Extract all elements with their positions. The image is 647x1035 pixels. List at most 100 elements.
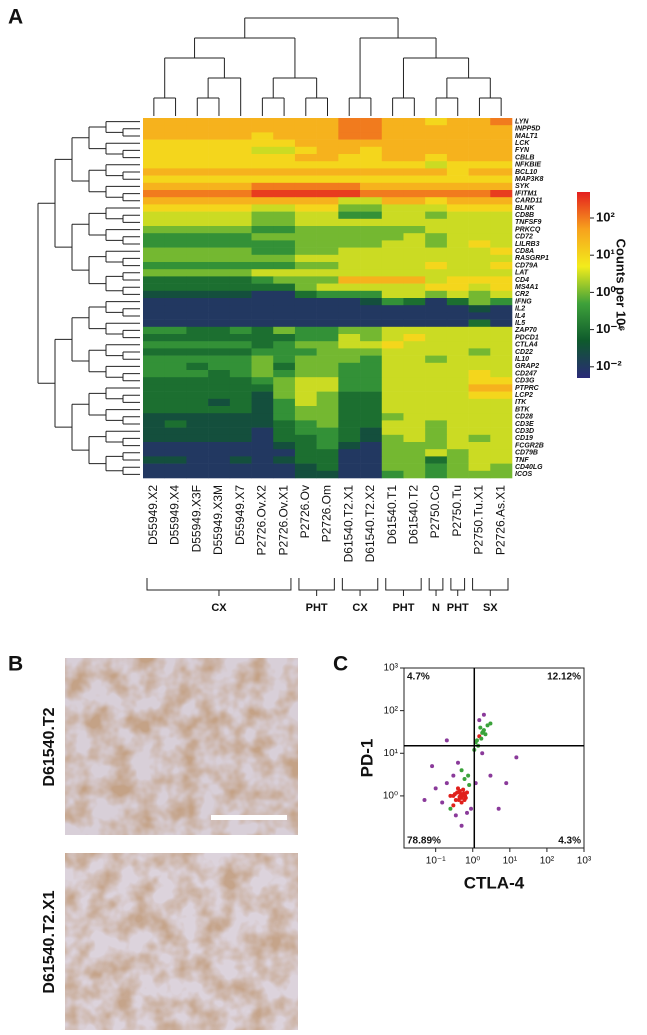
- heatmap-cell: [186, 319, 209, 328]
- heatmap-cell: [338, 362, 361, 371]
- heatmap-cell: [316, 427, 339, 436]
- heatmap-cell: [229, 470, 252, 479]
- event-point: [459, 823, 464, 828]
- row-label: LCK: [515, 140, 530, 147]
- heatmap-cell: [468, 370, 491, 378]
- heatmap-cell: [186, 247, 209, 256]
- heatmap-cell: [229, 370, 252, 378]
- heatmap-cell: [425, 269, 448, 277]
- heatmap-cell: [468, 197, 491, 205]
- row-label: CD3G: [515, 378, 535, 385]
- heatmap-cell: [229, 427, 252, 436]
- heatmap-cell: [360, 420, 383, 428]
- row-label: CD79B: [515, 450, 538, 457]
- heatmap-cell: [490, 283, 513, 292]
- heatmap-cell: [316, 319, 339, 328]
- heatmap-cell: [425, 341, 448, 349]
- heatmap-cell: [360, 305, 383, 313]
- heatmap-cell: [164, 254, 187, 263]
- heatmap-cell: [316, 334, 339, 342]
- group-label: PHT: [392, 602, 414, 614]
- row-label: CD40LG: [515, 464, 543, 471]
- heatmap-cell: [208, 146, 231, 155]
- colorbar-tick-label: 10⁻²: [596, 358, 622, 373]
- group-bracket: [385, 578, 422, 596]
- heatmap-cell: [143, 470, 166, 479]
- heatmap-cell: [360, 406, 383, 414]
- heatmap-cell: [251, 420, 274, 428]
- heatmap-cell: [208, 226, 231, 234]
- heatmap-cell: [208, 139, 231, 148]
- row-label: ICOS: [515, 471, 532, 478]
- heatmap-cell: [294, 305, 317, 313]
- heatmap-cell: [229, 463, 252, 472]
- heatmap-cell: [338, 118, 361, 126]
- heatmap-cell: [446, 355, 469, 364]
- heatmap-cell: [316, 326, 339, 335]
- heatmap-cell: [490, 182, 513, 191]
- heatmap-cell: [381, 377, 404, 385]
- heatmap-cell: [316, 182, 339, 191]
- heatmap-cell: [446, 132, 469, 140]
- heatmap-cell: [316, 283, 339, 292]
- heatmap-cell: [446, 262, 469, 270]
- row-label: PTPRC: [515, 385, 540, 392]
- heatmap-cell: [186, 254, 209, 263]
- heatmap-cell: [381, 456, 404, 464]
- heatmap-cell: [251, 269, 274, 277]
- heatmap-cell: [164, 125, 187, 133]
- heatmap-cell: [425, 139, 448, 148]
- heatmap-cell: [403, 355, 426, 364]
- heatmap-cell: [229, 442, 252, 450]
- heatmap-cell: [381, 240, 404, 248]
- heatmap-cell: [251, 384, 274, 392]
- event-point: [457, 794, 462, 799]
- heatmap-cell: [468, 168, 491, 176]
- heatmap-cell: [446, 319, 469, 328]
- heatmap-cell: [251, 463, 274, 472]
- heatmap-cell: [208, 182, 231, 191]
- heatmap-cell: [360, 254, 383, 263]
- heatmap-cell: [446, 326, 469, 335]
- heatmap-cell: [164, 384, 187, 392]
- heatmap-cell: [186, 262, 209, 270]
- heatmap-cell: [381, 391, 404, 400]
- heatmap-cell: [186, 269, 209, 277]
- heatmap-cell: [360, 247, 383, 256]
- heatmap-cell: [446, 370, 469, 378]
- heatmap-cell: [208, 384, 231, 392]
- heatmap-cell: [381, 420, 404, 428]
- heatmap-cell: [316, 254, 339, 263]
- group-bracket: [472, 578, 509, 596]
- heatmap-cell: [490, 146, 513, 155]
- heatmap-cell: [229, 456, 252, 464]
- heatmap-cell: [251, 391, 274, 400]
- heatmap-cell: [403, 377, 426, 385]
- heatmap-cell: [425, 175, 448, 184]
- heatmap-cell: [446, 182, 469, 191]
- heatmap-cell: [164, 283, 187, 292]
- heatmap-cell: [403, 233, 426, 241]
- heatmap-cell: [381, 190, 404, 198]
- heatmap-cell: [381, 442, 404, 450]
- heatmap-cell: [360, 154, 383, 162]
- heatmap-cell: [403, 406, 426, 414]
- heatmap-cell: [446, 190, 469, 198]
- heatmap-cell: [381, 355, 404, 364]
- heatmap-cell: [468, 276, 491, 284]
- heatmap-cell: [143, 283, 166, 292]
- group-bracket: [341, 578, 379, 596]
- column-label: P2726.Ov.X2: [255, 485, 269, 556]
- heatmap-cell: [294, 125, 317, 133]
- heatmap-cell: [425, 384, 448, 392]
- heatmap-cell: [273, 470, 296, 479]
- heatmap-cell: [446, 139, 469, 148]
- heatmap-cell: [425, 204, 448, 212]
- heatmap-cell: [186, 132, 209, 140]
- heatmap-cell: [273, 341, 296, 349]
- heatmap-cell: [425, 262, 448, 270]
- heatmap-cell: [446, 269, 469, 277]
- heatmap-cell: [360, 204, 383, 212]
- y-tick-label: 10¹: [384, 748, 399, 759]
- heatmap-cell: [403, 204, 426, 212]
